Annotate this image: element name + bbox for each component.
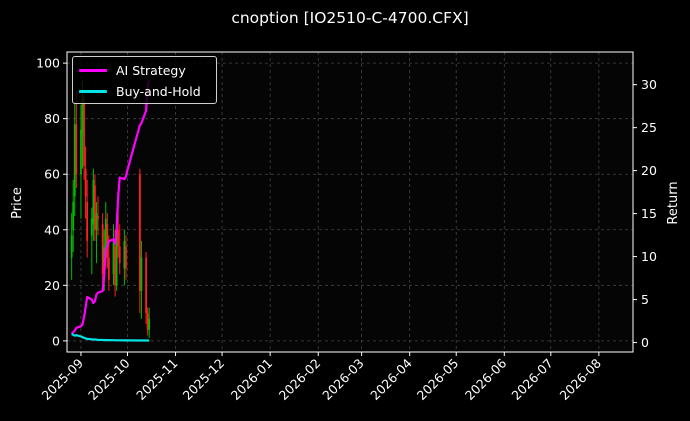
y-right-tick-label: 5 <box>641 292 649 307</box>
candle-body <box>80 129 82 175</box>
candle-body <box>81 96 84 136</box>
candle-body <box>94 185 96 230</box>
candle-body <box>70 235 73 258</box>
y-left-tick-label: 40 <box>44 222 60 237</box>
legend-swatch-ai-strategy <box>79 68 107 72</box>
candle-body <box>145 257 147 314</box>
candle-body <box>75 124 78 175</box>
candle-body <box>97 215 99 219</box>
legend-item-buy-and-hold: Buy-and-Hold <box>79 82 201 100</box>
y-right-tick-label: 20 <box>641 163 657 178</box>
legend-label-buy-and-hold: Buy-and-Hold <box>116 83 201 99</box>
grid-lines <box>67 52 633 352</box>
candle-body <box>140 257 143 291</box>
candle-body <box>72 202 75 230</box>
candle-body <box>125 246 127 269</box>
candle-body <box>92 179 95 225</box>
candle-body <box>95 213 98 230</box>
y-right-tick-label: 30 <box>641 77 657 92</box>
ai-strategy-line <box>70 80 151 335</box>
legend-label-ai-strategy: AI Strategy <box>116 62 186 78</box>
strategy-lines <box>70 80 151 342</box>
candle-body <box>118 246 121 264</box>
y-right-tick-label: 15 <box>641 206 657 221</box>
candle-body <box>106 224 109 258</box>
y-right-tick-label: 0 <box>641 335 649 350</box>
candle-body <box>86 202 89 241</box>
candle-body <box>117 229 120 247</box>
legend-item-ai-strategy: AI Strategy <box>79 61 186 79</box>
buy-and-hold-line <box>71 332 150 342</box>
candle-body <box>138 174 141 291</box>
y-left-tick-label: 80 <box>44 111 60 126</box>
candle-body <box>115 229 118 286</box>
legend-swatch-buy-and-hold <box>79 89 107 93</box>
candle-body <box>90 218 93 236</box>
candle-body <box>107 257 110 280</box>
candle-body <box>112 240 115 275</box>
candle-body <box>146 313 149 330</box>
y-axis-left-label: Price <box>10 187 25 219</box>
y-left-tick-label: 60 <box>44 167 60 182</box>
candle-body <box>148 318 151 330</box>
candle-body <box>73 124 76 197</box>
y-right-tick-label: 25 <box>641 120 657 135</box>
y-left-tick-label: 0 <box>52 333 60 348</box>
candle-body <box>101 224 104 275</box>
plot-frame <box>66 51 634 353</box>
y-left-tick-label: 100 <box>36 56 60 71</box>
candle-body <box>83 102 85 166</box>
y-axis-right-label: Return <box>666 181 681 224</box>
candle-body <box>123 240 126 269</box>
candle-body <box>84 168 87 197</box>
y-left-tick-label: 20 <box>44 278 60 293</box>
y-right-tick-label: 10 <box>641 249 657 264</box>
candle-body <box>114 246 116 286</box>
legend: AI Strategy Buy-and-Hold <box>72 56 217 104</box>
candle-body <box>104 218 107 247</box>
chart-title: cnoption [IO2510-C-4700.CFX] <box>231 9 468 27</box>
